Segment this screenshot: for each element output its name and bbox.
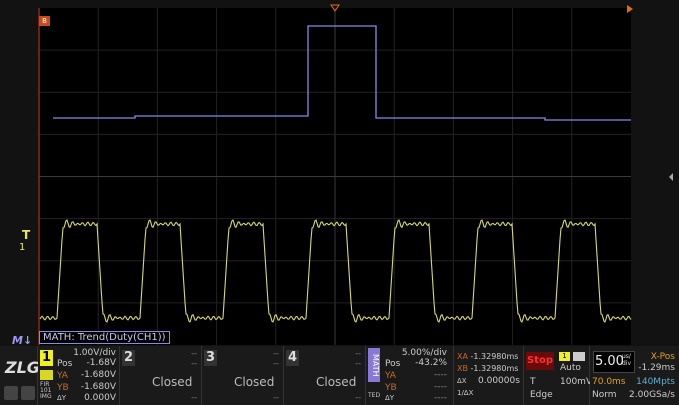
gesture-icon[interactable] [21, 386, 35, 400]
xa-label: XA [457, 352, 468, 361]
ch1-filters: FIR 101 IMG [40, 382, 52, 400]
math-scale: 5.00%/div [401, 348, 447, 358]
filter-img: IMG [40, 393, 52, 400]
timebase-panel[interactable]: 5.00 us/div X-Pos -1.29ms 70.0ms 140Mpts… [590, 346, 679, 405]
math-dy-label: ΔY [385, 394, 395, 402]
ch2-scale: -- [191, 349, 197, 358]
ch1-number[interactable]: 1 [40, 350, 53, 366]
run-stop-button[interactable]: Stop [526, 352, 554, 370]
math-info-label: MATH: Trend(Duty(CH1)) [39, 331, 170, 344]
waveform-display[interactable] [0, 0, 679, 346]
trigger-mode[interactable]: Auto [560, 363, 581, 373]
ch1-offset-marker[interactable]: 1 [19, 242, 26, 253]
xa-value: -1.32980ms [470, 352, 519, 361]
ch3-panel[interactable]: 3 -- -- Closed -- [202, 346, 284, 405]
xb-label: XB [457, 364, 468, 373]
time-delay: 70.0ms [592, 377, 626, 387]
cursor-panel[interactable]: XA -1.32980ms XB -1.32980ms ΔX 0.00000s … [454, 346, 524, 405]
ch2-pos: -- [191, 359, 197, 368]
ch1-panel[interactable]: 1 FIR 101 IMG 1.00V/div Pos -1.68V YA -1.6… [38, 346, 120, 405]
filter-101: 101 [40, 387, 52, 394]
ch1-coupling-icon[interactable] [40, 370, 53, 380]
ch1-yb: -1.680V [80, 382, 116, 392]
math-offset-marker[interactable]: M↓ [12, 334, 32, 347]
math-sub-label: TED [368, 392, 381, 399]
ch2-number[interactable]: 2 [122, 350, 135, 366]
math-yb-label: YB [385, 383, 397, 393]
dx-value: 0.00000s [478, 376, 520, 386]
xpos-value[interactable]: -1.29ms [638, 363, 675, 373]
math-trend-trace [53, 25, 631, 121]
ch4-dy: -- [355, 393, 361, 402]
math-ya-label: YA [385, 371, 396, 381]
xpos-label: X-Pos [650, 352, 675, 362]
ch4-scale: -- [355, 349, 361, 358]
math-yb: ---- [434, 382, 447, 392]
graticule [39, 8, 631, 345]
math-ya: ---- [434, 370, 447, 380]
trigger-level-marker[interactable]: T [22, 228, 31, 242]
down-arrow-icon: ↓ [22, 334, 33, 347]
math-panel[interactable]: MATH TED 5.00%/div Pos -43.2% YA ---- YB… [366, 346, 454, 405]
ch4-panel[interactable]: 4 -- -- Closed -- [284, 346, 366, 405]
trigger-source[interactable]: 1 [559, 352, 570, 361]
math-tab[interactable]: MATH [368, 348, 380, 382]
logo-area: ZLG [0, 346, 40, 405]
sample-rate: 2.00GSa/s [629, 390, 675, 400]
ch1-ya: -1.680V [80, 370, 116, 380]
filter-fir: FIR [40, 381, 50, 388]
ch1-dy-label: ΔY [57, 394, 67, 402]
ch3-pos: -- [273, 359, 279, 368]
side-panel-arrow-icon [669, 173, 673, 181]
ch4-pos: -- [355, 359, 361, 368]
trigger-position-marker [330, 4, 340, 12]
ch2-status: Closed [152, 375, 193, 389]
acquire-mode: Norm [592, 390, 617, 400]
trigger-label: T [530, 377, 536, 387]
ch4-number[interactable]: 4 [286, 350, 299, 366]
ch1-pos-label: Pos [57, 359, 73, 369]
dx-label: ΔX [457, 377, 467, 385]
inv-dx-label: 1/ΔX [457, 389, 474, 397]
time-scale[interactable]: 5.00 [595, 354, 624, 369]
memory-depth: 140Mpts [636, 377, 675, 387]
trigger-type: Edge [530, 390, 553, 400]
ch3-number[interactable]: 3 [204, 350, 217, 366]
ch2-panel[interactable]: 2 -- -- Closed -- [120, 346, 202, 405]
math-label: M [12, 334, 23, 347]
ch1-yb-label: YB [57, 383, 69, 393]
trigger-slope-icon[interactable] [573, 352, 585, 361]
trigger-panel[interactable]: Stop 1 Auto T 100mV Edge [524, 346, 593, 405]
trigger-level: 100mV [560, 377, 593, 387]
time-unit-top: us/ [622, 353, 631, 360]
ch1-trace [39, 219, 632, 323]
xpos-marker [627, 5, 633, 13]
xb-value: -1.32980ms [470, 364, 519, 373]
ch3-status: Closed [234, 375, 275, 389]
ch3-dy: -- [273, 393, 279, 402]
math-pos-label: Pos [385, 359, 401, 369]
ch4-status: Closed [316, 375, 357, 389]
ch1-ya-label: YA [57, 371, 68, 381]
zlg-logo: ZLG [5, 358, 40, 377]
math-dy: ---- [434, 393, 447, 403]
ch1-scale: 1.00V/div [73, 348, 116, 358]
ch1-dy: 0.000V [84, 393, 116, 403]
ch3-scale: -- [273, 349, 279, 358]
math-channel-marker[interactable]: B [39, 16, 50, 26]
touch-icon[interactable] [4, 386, 18, 400]
ch1-pos: -1.68V [86, 358, 116, 368]
math-pos: -43.2% [415, 358, 447, 368]
ch2-dy: -- [191, 393, 197, 402]
time-unit-bottom: div [622, 360, 632, 367]
